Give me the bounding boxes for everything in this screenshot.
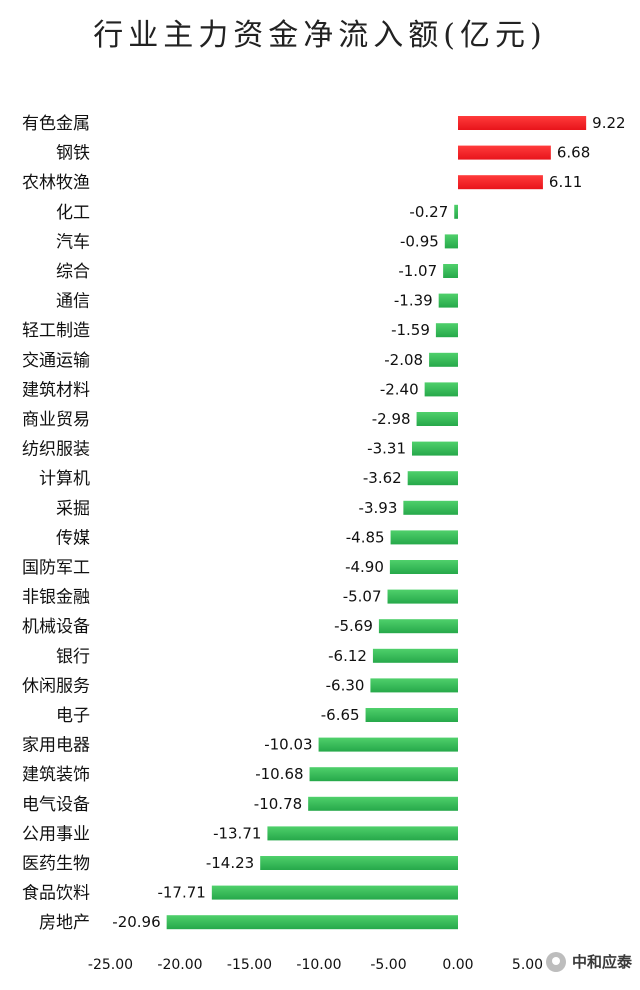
data-label: -2.40: [380, 380, 419, 398]
data-label: 6.11: [549, 173, 582, 191]
data-label: -5.69: [334, 617, 373, 635]
x-tick-label: 5.00: [512, 957, 543, 973]
category-label: 银行: [56, 647, 90, 667]
category-label: 有色金属: [22, 114, 90, 134]
category-label: 轻工制造: [22, 321, 90, 341]
bar: [424, 382, 458, 397]
data-label: -3.31: [367, 440, 406, 458]
category-label: 商业贸易: [22, 410, 90, 430]
data-label: -1.39: [394, 292, 433, 310]
data-label: -20.96: [112, 913, 160, 931]
bar: [454, 204, 458, 219]
data-label: -13.71: [213, 824, 261, 842]
category-label: 综合: [56, 262, 90, 282]
chart-title: 行业主力资金净流入额(亿元): [93, 18, 547, 53]
data-label: 9.22: [592, 114, 625, 132]
category-label: 家用电器: [22, 736, 90, 756]
x-tick-label: -5.00: [370, 957, 406, 973]
data-label: -3.93: [359, 499, 398, 517]
category-label: 交通运输: [22, 351, 90, 371]
category-label: 建筑材料: [22, 380, 90, 400]
data-label: -3.62: [363, 469, 402, 487]
x-tick-label: -10.00: [296, 957, 341, 973]
bar: [365, 708, 458, 722]
bar: [435, 323, 458, 338]
data-label: -4.85: [346, 528, 385, 546]
category-label: 机械设备: [22, 617, 90, 637]
category-label: 通信: [56, 292, 90, 312]
wechat-icon: [545, 951, 566, 972]
bar: [370, 678, 458, 693]
category-label: 食品饮料: [22, 884, 90, 904]
data-label: -6.30: [326, 676, 365, 694]
bar: [444, 234, 458, 249]
category-label: 国防军工: [22, 558, 90, 578]
bar: [267, 826, 458, 841]
x-tick-label: -15.00: [227, 957, 272, 973]
x-tick-label: 0.00: [442, 957, 473, 973]
data-label: -10.68: [255, 765, 303, 783]
data-label: -6.12: [328, 647, 367, 665]
bar: [308, 796, 458, 811]
bar: [372, 648, 458, 663]
data-label: -1.59: [391, 321, 430, 339]
category-label: 农林牧渔: [22, 173, 90, 193]
bar: [438, 293, 458, 308]
x-tick-label: -20.00: [157, 957, 202, 973]
bar: [166, 915, 458, 930]
category-label: 纺织服装: [22, 440, 90, 460]
bar: [378, 619, 458, 634]
data-label: -17.71: [157, 884, 205, 902]
bar: [389, 560, 458, 574]
category-label: 公用事业: [22, 824, 90, 844]
bar: [429, 352, 458, 367]
category-label: 建筑装饰: [22, 765, 90, 785]
x-tick-label: -25.00: [88, 957, 133, 973]
category-label: 传媒: [56, 528, 90, 548]
bar: [403, 500, 458, 515]
data-label: -10.78: [254, 795, 302, 813]
bar: [387, 589, 458, 604]
bar: [458, 175, 543, 190]
category-label: 化工: [56, 203, 90, 223]
data-label: -2.08: [384, 351, 423, 369]
data-label: -10.03: [264, 736, 312, 754]
bar: [443, 264, 458, 278]
category-label: 非银金融: [22, 588, 90, 608]
data-label: -5.07: [343, 588, 382, 606]
category-label: 房地产: [39, 913, 90, 933]
category-label: 采掘: [56, 499, 90, 519]
watermark: 中和应泰: [545, 951, 632, 972]
category-label: 汽车: [56, 232, 90, 252]
bar: [390, 530, 458, 545]
watermark-text: 中和应泰: [571, 953, 632, 971]
bar: [411, 441, 458, 456]
bar: [318, 737, 458, 752]
bar: [416, 412, 458, 426]
data-label: -0.95: [400, 232, 439, 250]
data-label: -2.98: [372, 410, 411, 428]
bar: [458, 116, 587, 130]
bar: [458, 145, 551, 160]
category-label: 休闲服务: [22, 676, 90, 696]
data-label: -6.65: [321, 706, 360, 724]
category-label: 计算机: [39, 469, 90, 489]
data-label: -14.23: [206, 854, 254, 872]
bar: [260, 856, 458, 870]
bar: [309, 767, 458, 782]
bar: [211, 885, 458, 900]
category-label: 电子: [56, 706, 90, 726]
category-label: 医药生物: [22, 854, 90, 874]
category-label: 电气设备: [22, 795, 90, 815]
data-label: -4.90: [345, 558, 384, 576]
bar: [407, 471, 458, 486]
category-label: 钢铁: [56, 144, 90, 164]
data-label: -1.07: [398, 262, 437, 280]
data-label: 6.68: [557, 144, 590, 162]
data-label: -0.27: [409, 203, 448, 221]
